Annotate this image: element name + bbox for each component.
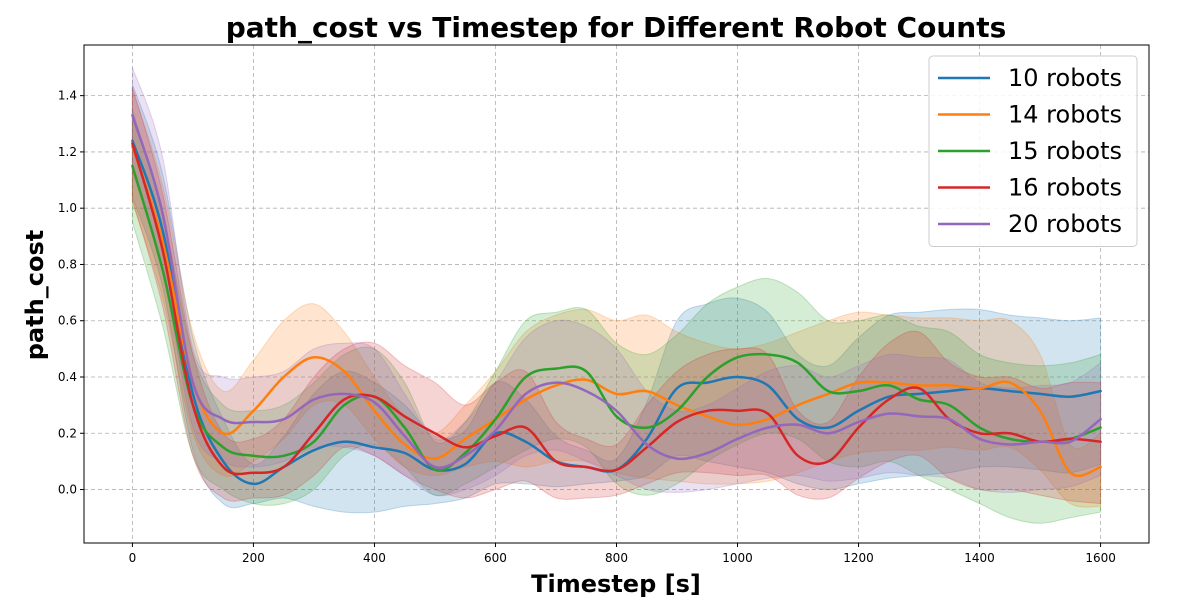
y-tick-label: 1.4	[58, 89, 77, 103]
x-tick-label: 0	[129, 551, 137, 565]
confidence-band-16-robots	[131, 87, 1102, 505]
gridlines	[84, 45, 1149, 543]
chart-title: path_cost vs Timestep for Different Robo…	[226, 11, 1007, 44]
y-tick-label: 0.6	[58, 314, 77, 328]
series-line-20-robots	[131, 114, 1102, 469]
y-tick-label: 0.0	[58, 483, 77, 497]
y-axis-ticks: 0.0 0.2 0.4 0.6 0.8 1.0 1.2 1.4	[58, 89, 84, 497]
y-tick-label: 0.2	[58, 426, 77, 440]
x-axis-ticks: 0 200 400 600 800 1000 1200 1400 1600	[129, 543, 1116, 565]
series-line-16-robots	[131, 142, 1102, 476]
legend-box	[928, 55, 1138, 247]
y-tick-label: 0.8	[58, 257, 77, 271]
x-tick-label: 1400	[964, 551, 995, 565]
legend-label: 10 robots	[1008, 64, 1122, 92]
legend: 10 robots 14 robots 15 robots 16 robots 20 r…	[928, 55, 1138, 247]
x-axis-label: Timestep [s]	[531, 570, 701, 598]
x-tick-label: 400	[363, 551, 386, 565]
x-tick-label: 1000	[722, 551, 753, 565]
legend-label: 14 robots	[1008, 101, 1122, 129]
x-tick-label: 200	[242, 551, 265, 565]
x-tick-label: 600	[484, 551, 507, 565]
y-tick-label: 0.4	[58, 370, 77, 384]
legend-label: 20 robots	[1008, 210, 1122, 238]
series-lines	[131, 114, 1102, 486]
y-tick-label: 1.2	[58, 145, 77, 159]
series-line-14-robots	[131, 145, 1102, 478]
x-tick-label: 800	[605, 551, 628, 565]
y-tick-label: 1.0	[58, 201, 77, 215]
x-tick-label: 1200	[843, 551, 874, 565]
legend-label: 16 robots	[1008, 174, 1122, 202]
x-tick-label: 1600	[1085, 551, 1116, 565]
confidence-band-10-robots	[131, 84, 1102, 514]
y-axis-label: path_cost	[21, 230, 49, 360]
confidence-band-15-robots	[131, 109, 1102, 524]
legend-label: 15 robots	[1008, 137, 1122, 165]
